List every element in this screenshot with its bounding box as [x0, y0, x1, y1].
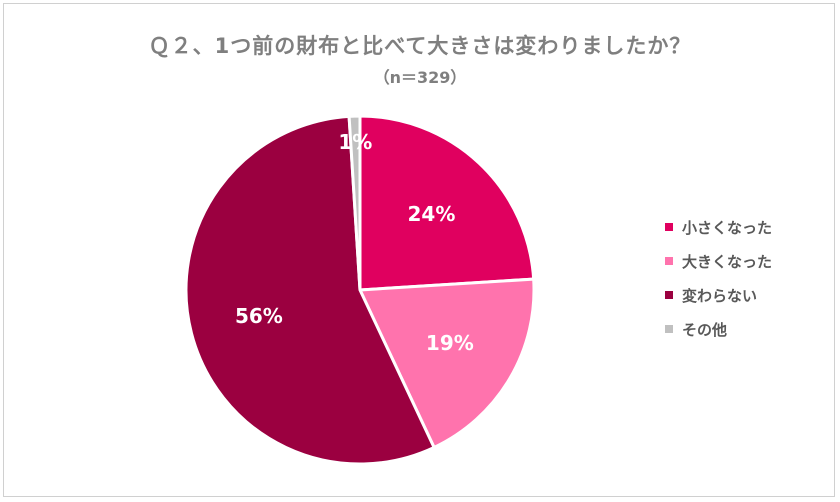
chart-title: Ｑ２、1つ前の財布と比べて大きさは変わりましたか？	[148, 34, 692, 58]
pie-slice-larger	[357, 277, 536, 450]
legend-label: 小さくなった	[682, 218, 773, 237]
chart-subtitle: （n＝329）	[373, 68, 467, 87]
legend-label: 変わらない	[682, 286, 758, 305]
legend-swatch	[665, 257, 673, 265]
legend-swatch	[665, 291, 673, 299]
pie-slice-other	[347, 114, 362, 291]
legend-swatch	[665, 223, 673, 231]
legend-item-unchanged: 変わらない	[665, 278, 772, 312]
data-label-larger: 19%	[426, 331, 474, 355]
pie-slice-smaller	[358, 114, 536, 292]
legend-label: その他	[682, 320, 728, 339]
legend-item-larger: 大きくなった	[665, 244, 772, 278]
pie-slice-unchanged	[184, 114, 437, 466]
data-label-unchanged: 56%	[235, 304, 283, 328]
legend-label: 大きくなった	[682, 252, 773, 271]
legend-item-smaller: 小さくなった	[665, 210, 772, 244]
legend-item-other: その他	[665, 312, 772, 346]
data-label-other: 1%	[338, 130, 372, 154]
legend-swatch	[665, 325, 673, 333]
data-label-smaller: 24%	[408, 202, 456, 226]
chart-legend: 小さくなった 大きくなった 変わらないその他	[665, 210, 772, 346]
